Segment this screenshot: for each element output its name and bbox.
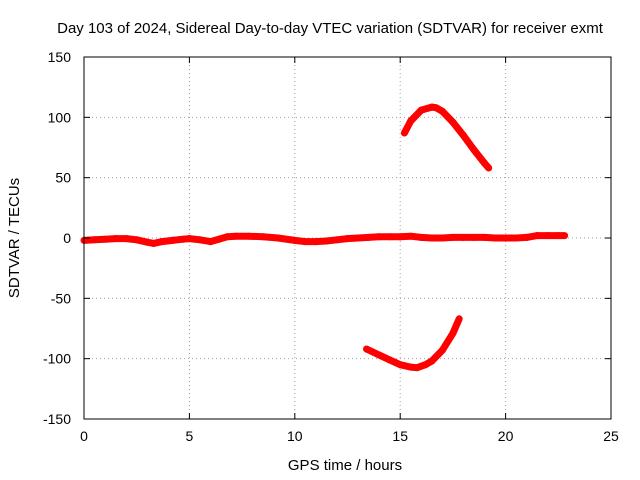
data-point xyxy=(422,361,429,369)
data-point xyxy=(232,232,240,240)
data-point xyxy=(533,232,541,240)
data-point xyxy=(365,233,373,241)
x-tick-label: 15 xyxy=(392,428,408,444)
data-point xyxy=(449,329,457,337)
data-point xyxy=(449,118,457,126)
data-point xyxy=(158,238,166,246)
data-point xyxy=(91,236,98,244)
data-point xyxy=(544,232,552,240)
data-point xyxy=(554,232,562,240)
data-point xyxy=(179,235,187,243)
data-point xyxy=(386,356,394,364)
data-point xyxy=(291,236,299,244)
x-tick-label: 10 xyxy=(287,428,303,444)
data-point xyxy=(363,345,370,353)
data-point xyxy=(512,234,520,242)
data-point xyxy=(502,234,510,242)
y-tick-label: -150 xyxy=(43,411,71,427)
data-point xyxy=(417,233,425,241)
data-point xyxy=(386,233,394,241)
data-point xyxy=(396,361,404,369)
y-tick-label: -100 xyxy=(43,351,71,367)
data-point xyxy=(400,129,408,137)
data-point xyxy=(449,233,457,241)
data-point xyxy=(417,106,425,114)
data-point xyxy=(407,363,415,371)
data-point xyxy=(375,351,383,359)
data-point xyxy=(274,234,282,242)
data-point xyxy=(491,234,499,242)
x-tick-label: 0 xyxy=(80,428,88,444)
data-point xyxy=(133,236,141,244)
data-point xyxy=(215,235,223,243)
series-group xyxy=(80,103,569,372)
data-point xyxy=(207,238,214,246)
y-tick-label: -50 xyxy=(51,290,71,306)
data-point xyxy=(223,233,231,241)
data-point xyxy=(150,239,158,247)
data-point xyxy=(322,237,330,245)
data-point xyxy=(413,364,421,372)
y-tick-label: 100 xyxy=(48,109,72,125)
chart-title: Day 103 of 2024, Sidereal Day-to-day VTE… xyxy=(57,20,604,37)
data-point xyxy=(169,236,176,244)
data-point xyxy=(428,357,436,365)
x-axis-label: GPS time / hours xyxy=(288,457,402,474)
data-point xyxy=(432,104,440,112)
data-point xyxy=(428,234,436,242)
data-point xyxy=(333,236,341,244)
y-tick-label: 50 xyxy=(55,170,71,186)
x-tick-label: 20 xyxy=(498,428,514,444)
data-point xyxy=(470,146,478,154)
data-point xyxy=(481,233,488,241)
data-point xyxy=(407,117,415,125)
data-point xyxy=(259,233,267,241)
data-point xyxy=(438,346,446,354)
data-point xyxy=(244,232,252,240)
data-point xyxy=(407,232,415,240)
data-point xyxy=(438,107,446,115)
x-tick-label: 25 xyxy=(603,428,619,444)
axis-ticks xyxy=(83,56,612,420)
data-point xyxy=(112,235,120,243)
data-point xyxy=(523,233,531,241)
data-point xyxy=(101,235,109,243)
data-point xyxy=(312,238,320,246)
data-point xyxy=(185,235,193,243)
data-point xyxy=(396,233,404,241)
data-point xyxy=(122,235,130,243)
y-tick-label: 150 xyxy=(48,49,72,65)
y-tick-label: 0 xyxy=(63,230,71,246)
data-point xyxy=(196,236,204,244)
data-point xyxy=(143,238,151,246)
data-point xyxy=(375,233,383,241)
data-point xyxy=(301,238,309,246)
data-point xyxy=(438,234,446,242)
data-point xyxy=(485,164,493,172)
x-tick-label: 5 xyxy=(186,428,194,444)
data-point xyxy=(459,131,467,139)
tick-labels: 0 5 10 15 20 25 -150 -100 -50 0 50 100 150 xyxy=(43,49,619,444)
data-point xyxy=(481,159,488,167)
data-point xyxy=(354,234,362,242)
data-point xyxy=(561,232,569,240)
data-point xyxy=(459,233,467,241)
data-point xyxy=(455,315,463,323)
y-axis-label: SDTVAR / TECUs xyxy=(6,178,23,298)
data-point xyxy=(470,233,478,241)
data-point xyxy=(344,235,351,243)
